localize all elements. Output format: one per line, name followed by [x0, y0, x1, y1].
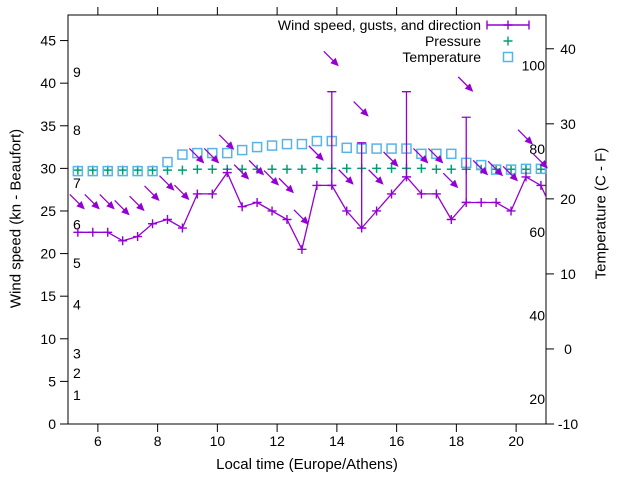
y-tick-label: 35 — [40, 118, 56, 134]
pressure-plus-sample-icon — [503, 36, 513, 46]
y-axis-title: Wind speed (kn - Beaufort) — [7, 128, 25, 309]
wind-arrow-icon — [195, 154, 205, 164]
fahrenheit-label: 20 — [529, 391, 545, 407]
legend-row-pressure: Pressure — [278, 33, 533, 49]
y-tick-label: 15 — [40, 288, 56, 304]
wind-arrow-icon — [76, 200, 85, 210]
y2-axis-title: Temperature (C - F) — [592, 147, 610, 280]
y2-tick-label: 10 — [560, 266, 576, 282]
legend-label-temperature: Temperature — [402, 49, 481, 65]
y-tick-label: 25 — [40, 203, 56, 219]
wind-arrow-icon — [539, 160, 548, 169]
axis-ticks — [60, 7, 554, 432]
y-tick-label: 20 — [40, 246, 56, 262]
y2-tick-label: 40 — [560, 41, 576, 57]
gust-error-bar — [327, 91, 337, 187]
wind-arrow-icon — [509, 172, 519, 182]
x-tick-label: 18 — [449, 433, 465, 449]
gust-error-bar — [461, 116, 471, 204]
beaufort-label: 3 — [73, 345, 81, 361]
wind-arrow-icon — [180, 191, 190, 201]
wind-arrow-icon — [434, 154, 444, 164]
wind-arrow-icon — [345, 176, 354, 185]
wind-arrow-icon — [240, 171, 250, 180]
wind-arrow-icon — [449, 179, 459, 189]
beaufort-label: 9 — [73, 64, 81, 80]
legend: Wind speed, gusts, and direction Pressur… — [278, 17, 533, 65]
x-tick-label: 16 — [389, 433, 405, 449]
gust-error-bar — [401, 91, 411, 178]
wind-arrow-icon — [375, 176, 384, 185]
wind-direction-arrows — [69, 50, 548, 225]
wind-arrow-icon — [151, 192, 160, 201]
beaufort-label: 4 — [73, 297, 81, 313]
wind-series — [73, 91, 546, 254]
wind-arrow-icon — [210, 154, 220, 164]
fahrenheit-label: 80 — [529, 141, 545, 157]
y-tick-label: 5 — [48, 373, 56, 389]
wind-arrow-icon — [315, 152, 324, 161]
wind-arrow-icon — [479, 166, 489, 176]
wind-arrow-icon — [255, 166, 265, 176]
gust-error-bar — [357, 142, 367, 229]
wind-arrow-icon — [270, 177, 280, 186]
fahrenheit-label: 100 — [522, 57, 546, 73]
wind-arrow-icon — [106, 200, 115, 210]
y2-tick-label: 0 — [564, 341, 572, 357]
beaufort-label: 7 — [73, 175, 81, 191]
wind-arrow-icon — [225, 141, 235, 150]
wind-arrow-icon — [524, 136, 533, 145]
y2-tick-label: 30 — [560, 116, 576, 132]
wind-arrow-icon — [390, 158, 399, 167]
wind-line — [77, 171, 546, 252]
y-tick-label: 0 — [48, 416, 56, 432]
wind-arrow-icon — [285, 184, 294, 194]
x-axis-title: Local time (Europe/Athens) — [216, 456, 398, 473]
x-tick-label: 6 — [94, 433, 102, 449]
x-tick-label: 20 — [508, 433, 524, 449]
y2-tick-label: 20 — [560, 191, 576, 207]
beaufort-label: 6 — [73, 217, 81, 233]
beaufort-label: 2 — [73, 365, 81, 381]
beaufort-label: 8 — [73, 122, 81, 138]
wind-arrow-icon — [300, 216, 309, 225]
x-tick-label: 12 — [269, 433, 285, 449]
temperature-series — [72, 135, 547, 177]
y2-tick-label: -10 — [558, 416, 578, 432]
x-tick-label: 14 — [329, 433, 345, 449]
wind-arrow-icon — [165, 182, 175, 191]
temperature-square-sample-icon — [502, 51, 514, 63]
y-tick-label: 10 — [40, 331, 56, 347]
fahrenheit-label: 60 — [529, 224, 545, 240]
legend-label-pressure: Pressure — [424, 33, 481, 49]
wind-arrow-icon — [330, 57, 339, 67]
fahrenheit-label: 40 — [529, 308, 545, 324]
beaufort-label: 5 — [73, 255, 81, 271]
wind-arrow-icon — [419, 154, 429, 164]
legend-row-temperature: Temperature — [278, 49, 533, 65]
legend-row-wind: Wind speed, gusts, and direction — [278, 17, 533, 33]
y-tick-label: 40 — [40, 75, 56, 91]
wind-arrow-icon — [136, 202, 145, 212]
x-tick-label: 10 — [210, 433, 226, 449]
y-tick-label: 45 — [40, 33, 56, 49]
wind-errorbar-sample-icon — [486, 20, 530, 30]
legend-label-wind: Wind speed, gusts, and direction — [277, 17, 481, 33]
wind-arrow-icon — [464, 83, 474, 92]
x-tick-label: 8 — [154, 433, 162, 449]
wind-arrow-icon — [494, 167, 504, 177]
pressure-series — [73, 163, 546, 175]
wind-arrow-icon — [121, 206, 130, 216]
y-tick-label: 30 — [40, 160, 56, 176]
wind-arrow-icon — [360, 108, 369, 117]
wind-arrow-icon — [91, 200, 100, 210]
beaufort-label: 1 — [73, 387, 81, 403]
plot-border — [67, 14, 547, 425]
